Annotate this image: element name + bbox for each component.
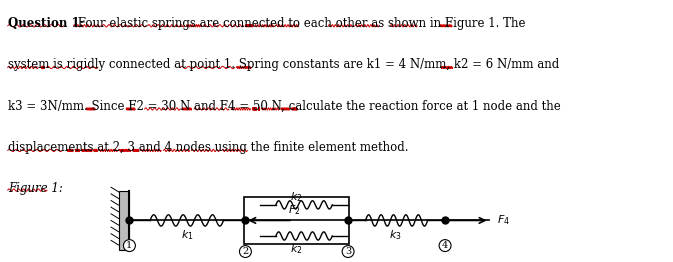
Text: 2: 2: [242, 247, 248, 256]
Text: $k_2$: $k_2$: [290, 243, 302, 256]
Polygon shape: [118, 191, 129, 250]
Bar: [244, 197, 349, 244]
Text: 3: 3: [345, 247, 351, 256]
Text: system is rigidly connected at point 1. Spring constants are k1 = 4 N/mm, k2 = 6: system is rigidly connected at point 1. …: [7, 58, 559, 72]
Text: $k_2$: $k_2$: [290, 190, 302, 204]
Text: $F_2$: $F_2$: [288, 203, 300, 217]
Text: Four elastic springs are connected to each other as shown in Figure 1. The: Four elastic springs are connected to ea…: [73, 17, 525, 30]
Text: $k_3$: $k_3$: [389, 228, 402, 242]
Text: $k_1$: $k_1$: [181, 228, 193, 242]
Text: 1: 1: [127, 241, 133, 250]
Text: Question 1:: Question 1:: [7, 17, 83, 30]
Text: $F_4$: $F_4$: [497, 214, 510, 227]
Text: Figure 1:: Figure 1:: [7, 182, 63, 195]
Text: 4: 4: [442, 241, 448, 250]
Text: k3 = 3N/mm. Since F2 = 30 N and F4 = 50 N, calculate the reaction force at 1 nod: k3 = 3N/mm. Since F2 = 30 N and F4 = 50 …: [7, 100, 561, 113]
Text: displacements at 2, 3 and 4 nodes using the finite element method.: displacements at 2, 3 and 4 nodes using …: [7, 141, 409, 154]
